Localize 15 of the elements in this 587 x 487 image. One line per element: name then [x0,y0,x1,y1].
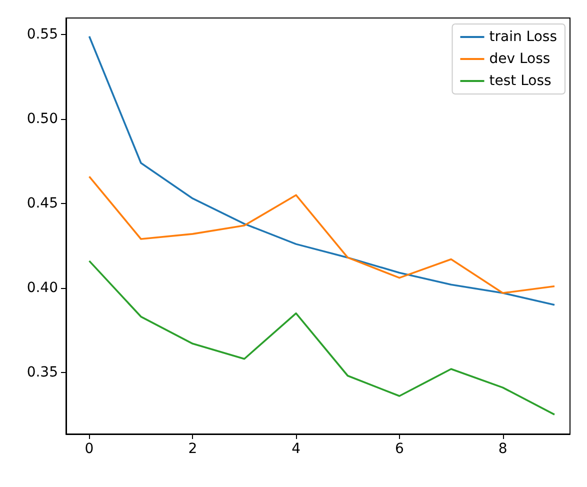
x-tick-label: 4 [292,441,301,457]
y-tick-label: 0.40 [26,280,58,296]
x-tick-label: 2 [188,441,198,457]
y-tick-label: 0.50 [26,111,58,128]
legend-label: dev Loss [489,51,550,67]
y-tick-label: 0.35 [26,364,58,380]
legend-label: test Loss [489,73,552,89]
x-tick-label: 0 [84,441,94,457]
x-tick-label: 8 [498,441,508,457]
y-tick-label: 0.55 [26,26,58,43]
line-series [88,176,556,294]
x-tick-label: 6 [394,441,404,457]
legend-label: train Loss [489,29,558,45]
line-series [88,260,556,416]
y-tick-label: 0.45 [26,196,58,212]
